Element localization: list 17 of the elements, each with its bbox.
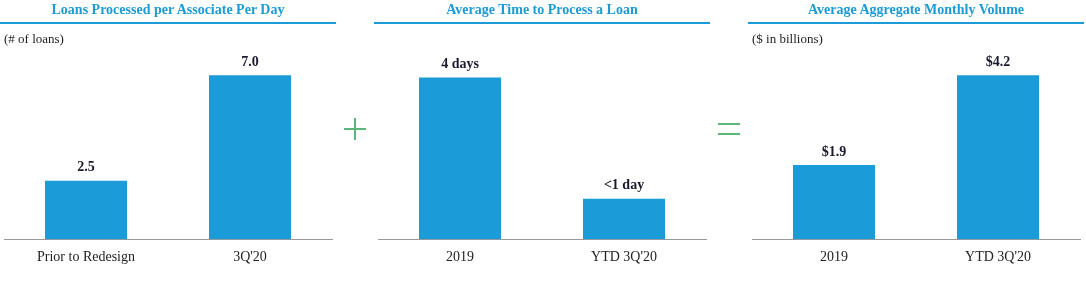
data-label: 4 days [441, 56, 480, 72]
data-label: $4.2 [985, 53, 1011, 69]
x-tick-label: 2019 [446, 249, 474, 265]
data-label: 7.0 [241, 53, 259, 69]
data-label: <1 day [603, 177, 645, 193]
chart-title: Average Aggregate Monthly Volume [748, 0, 1084, 24]
data-label: $1.9 [821, 143, 847, 159]
x-tick-label: 2019 [820, 249, 848, 265]
chart-title: Loans Processed per Associate Per Day [0, 0, 336, 24]
data-label: 2.5 [77, 159, 95, 175]
x-tick-label: YTD 3Q'20 [591, 249, 657, 265]
x-tick-label: 3Q'20 [233, 249, 267, 265]
chart-subtitle: (# of loans) [4, 31, 64, 47]
x-tick-label: YTD 3Q'20 [965, 249, 1031, 265]
chart-subtitle: ($ in billions) [752, 31, 823, 47]
chart-title: Average Time to Process a Loan [374, 0, 710, 24]
x-tick-label: Prior to Redesign [37, 249, 135, 265]
